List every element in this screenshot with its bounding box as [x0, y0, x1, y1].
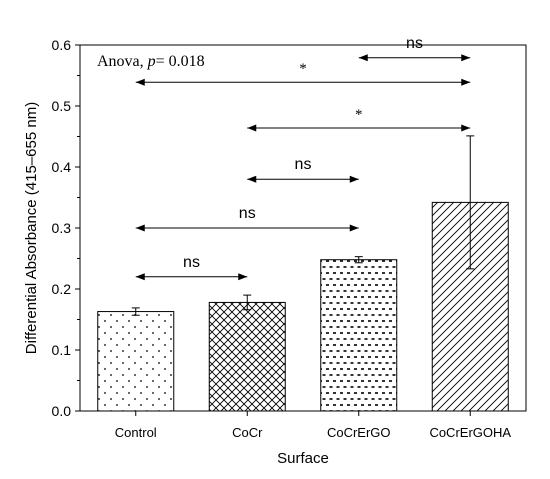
comparison-label-3: *	[355, 107, 363, 123]
comparison-arrow-right-2	[461, 78, 471, 86]
comparison-arrow-right-4	[349, 175, 359, 183]
comparison-arrow-left-1	[358, 54, 368, 62]
bar-3	[320, 259, 398, 412]
y-tick-label-5: 0.5	[52, 98, 72, 114]
error-bars-layer	[131, 135, 475, 316]
y-tick-label-3: 0.3	[52, 220, 72, 236]
annotation-italic: p	[147, 53, 156, 70]
comparison-label-6: ns	[183, 254, 200, 271]
y-tick-label-4: 0.4	[52, 159, 72, 175]
annotation-prefix: Anova,	[97, 53, 148, 70]
y-tick-label-6: 0.6	[52, 37, 72, 53]
comparison-label-5: ns	[239, 205, 256, 222]
comparison-brackets-layer: ns * * ns ns ns	[135, 35, 471, 281]
bar-1	[97, 311, 175, 412]
x-tick-label-3: CoCrErGO	[327, 425, 391, 440]
comparison-arrow-left-6	[135, 273, 145, 281]
comparison-label-1: ns	[406, 35, 423, 52]
y-tick-label-1: 0.1	[52, 342, 72, 358]
y-tick-label-0: 0.0	[52, 403, 72, 419]
comparison-arrow-right-6	[238, 273, 248, 281]
x-tick-label-1: Control	[115, 425, 157, 440]
comparison-arrow-left-2	[135, 78, 145, 86]
x-axis: Control CoCr CoCrErGO CoCrErGOHA	[115, 411, 511, 440]
y-axis: 0.0 0.1 0.2 0.3 0.4 0.5 0.6	[52, 37, 80, 419]
x-tick-label-4: CoCrErGOHA	[429, 425, 511, 440]
annotation-anova: Anova, p= 0.018	[97, 53, 205, 70]
comparison-arrow-right-1	[461, 54, 471, 62]
annotation-suffix: = 0.018	[156, 53, 205, 70]
comparison-label-4: ns	[295, 156, 312, 173]
bars-layer	[97, 201, 509, 412]
y-axis-label: Differential Absorbance (415–655 nm)	[23, 102, 40, 354]
bar-2	[208, 301, 286, 412]
comparison-arrow-right-3	[461, 124, 471, 132]
comparison-arrow-left-3	[247, 124, 257, 132]
x-axis-label: Surface	[277, 450, 329, 467]
x-tick-label-2: CoCr	[232, 425, 263, 440]
comparison-label-2: *	[299, 61, 307, 77]
comparison-arrow-left-5	[135, 224, 145, 232]
y-tick-label-2: 0.2	[52, 281, 72, 297]
comparison-arrow-left-4	[247, 175, 257, 183]
comparison-arrow-right-5	[349, 224, 359, 232]
